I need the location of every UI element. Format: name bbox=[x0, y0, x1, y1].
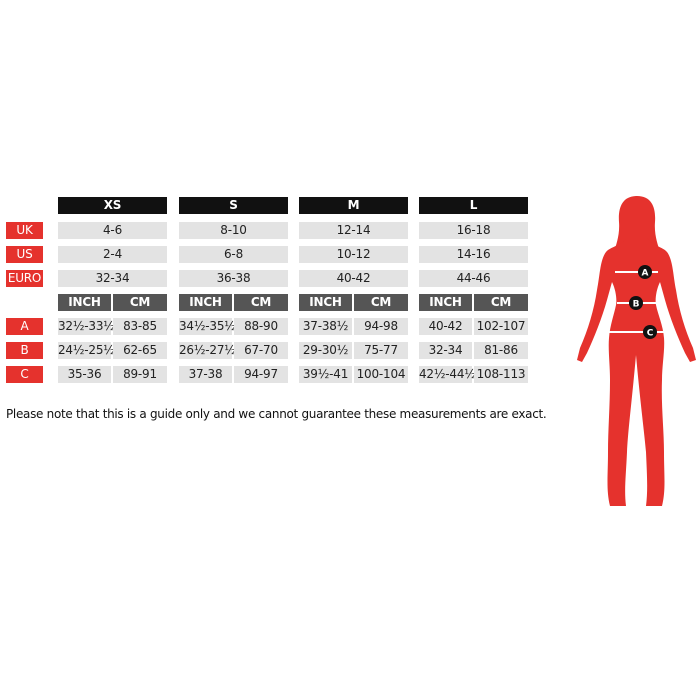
marker-b bbox=[629, 296, 643, 310]
measure-c-cm-cell: 100-104 bbox=[354, 366, 408, 383]
size-euro-cell: 44-46 bbox=[419, 270, 528, 287]
size-euro-cell: 36-38 bbox=[179, 270, 288, 287]
size-header: L bbox=[419, 197, 528, 214]
size-us-cell: 6-8 bbox=[179, 246, 288, 263]
row-label-us: US bbox=[6, 246, 43, 263]
measure-b-inch-cell: 24½-25½ bbox=[58, 342, 115, 359]
marker-a-label: A bbox=[642, 269, 649, 279]
measure-b-cm-cell: 62-65 bbox=[113, 342, 167, 359]
size-uk-cell: 16-18 bbox=[419, 222, 528, 239]
measure-a-cm-cell: 83-85 bbox=[113, 318, 167, 335]
measure-b-inch-cell: 32-34 bbox=[419, 342, 472, 359]
size-us-cell: 2-4 bbox=[58, 246, 167, 263]
cm-header: CM bbox=[113, 294, 167, 311]
row-label-a: A bbox=[6, 318, 43, 335]
row-label-uk: UK bbox=[6, 222, 43, 239]
measure-b-cm-cell: 75-77 bbox=[354, 342, 408, 359]
measure-c-cm-cell: 94-97 bbox=[234, 366, 288, 383]
measure-b-inch-cell: 29-30½ bbox=[299, 342, 352, 359]
measure-a-inch-cell: 32½-33½ bbox=[58, 318, 115, 335]
size-header: S bbox=[179, 197, 288, 214]
measure-a-cm-cell: 102-107 bbox=[474, 318, 528, 335]
measure-b-cm-cell: 81-86 bbox=[474, 342, 528, 359]
measure-c-inch-cell: 37-38 bbox=[179, 366, 232, 383]
size-uk-cell: 12-14 bbox=[299, 222, 408, 239]
size-header: M bbox=[299, 197, 408, 214]
measure-b-cm-cell: 67-70 bbox=[234, 342, 288, 359]
measure-c-cm-cell: 108-113 bbox=[474, 366, 528, 383]
row-label-euro: EURO bbox=[6, 270, 43, 287]
marker-c-label: C bbox=[647, 329, 654, 339]
marker-c bbox=[643, 325, 657, 339]
hair-shape bbox=[614, 196, 660, 252]
size-euro-cell: 32-34 bbox=[58, 270, 167, 287]
size-euro-cell: 40-42 bbox=[299, 270, 408, 287]
size-uk-cell: 4-6 bbox=[58, 222, 167, 239]
cm-header: CM bbox=[234, 294, 288, 311]
body-shape bbox=[577, 238, 696, 506]
disclaimer-note: Please note that this is a guide only an… bbox=[6, 407, 547, 421]
row-label-c: C bbox=[6, 366, 43, 383]
inch-header: INCH bbox=[299, 294, 352, 311]
size-uk-cell: 8-10 bbox=[179, 222, 288, 239]
female-silhouette-icon: A B C bbox=[577, 196, 696, 506]
marker-b-label: B bbox=[633, 300, 640, 310]
size-us-cell: 14-16 bbox=[419, 246, 528, 263]
inch-header: INCH bbox=[179, 294, 232, 311]
row-label-b: B bbox=[6, 342, 43, 359]
measure-a-cm-cell: 94-98 bbox=[354, 318, 408, 335]
measure-a-inch-cell: 37-38½ bbox=[299, 318, 352, 335]
size-header: XS bbox=[58, 197, 167, 214]
size-us-cell: 10-12 bbox=[299, 246, 408, 263]
measure-a-inch-cell: 34½-35½ bbox=[179, 318, 236, 335]
measure-c-inch-cell: 39½-41 bbox=[299, 366, 352, 383]
measure-a-cm-cell: 88-90 bbox=[234, 318, 288, 335]
cm-header: CM bbox=[354, 294, 408, 311]
marker-a bbox=[638, 265, 652, 279]
measure-c-inch-cell: 42½-44½ bbox=[419, 366, 476, 383]
measure-b-inch-cell: 26½-27½ bbox=[179, 342, 236, 359]
measure-c-cm-cell: 89-91 bbox=[113, 366, 167, 383]
measure-c-inch-cell: 35-36 bbox=[58, 366, 111, 383]
inch-header: INCH bbox=[419, 294, 472, 311]
cm-header: CM bbox=[474, 294, 528, 311]
measure-a-inch-cell: 40-42 bbox=[419, 318, 472, 335]
inch-header: INCH bbox=[58, 294, 111, 311]
